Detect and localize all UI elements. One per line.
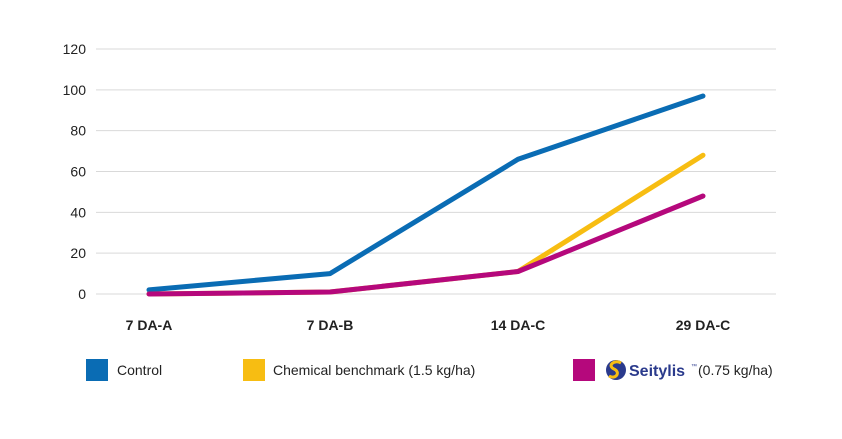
y-tick-label: 80 — [70, 123, 86, 139]
series-line-chemical-benchmark — [146, 152, 706, 297]
x-tick-label: 14 DA-C — [491, 317, 545, 333]
legend-label-control: Control — [117, 362, 162, 378]
y-tick-label: 100 — [63, 82, 87, 98]
legend-swatch-control — [86, 359, 108, 381]
x-tick-label: 7 DA-A — [126, 317, 173, 333]
legend-swatch-chemical-benchmark — [243, 359, 265, 381]
x-tick-label: 7 DA-B — [307, 317, 354, 333]
seitylis-logo-text: Seitylis — [629, 363, 685, 380]
y-axis-ticks: 0 20 40 60 80 100 120 — [63, 41, 87, 302]
x-tick-label: 29 DA-C — [676, 317, 730, 333]
legend-label-chemical-benchmark: Chemical benchmark (1.5 kg/ha) — [273, 362, 475, 378]
seitylis-logo-icon — [606, 360, 626, 380]
seitylis-trademark: ™ — [691, 363, 697, 370]
legend-label-seitylis: (0.75 kg/ha) — [698, 362, 773, 378]
y-tick-label: 20 — [70, 245, 86, 261]
y-tick-label: 40 — [70, 204, 86, 220]
y-tick-label: 120 — [63, 41, 87, 57]
legend-swatch-seitylis — [573, 359, 595, 381]
y-tick-label: 60 — [70, 164, 86, 180]
series-line-seitylis — [146, 193, 706, 297]
series-lines — [146, 93, 706, 297]
series-line-control — [146, 93, 706, 293]
legend: Control Chemical benchmark (1.5 kg/ha) S… — [86, 359, 773, 381]
x-axis-ticks: 7 DA-A 7 DA-B 14 DA-C 29 DA-C — [126, 317, 731, 333]
y-tick-label: 0 — [78, 286, 86, 302]
gridlines — [96, 48, 776, 295]
